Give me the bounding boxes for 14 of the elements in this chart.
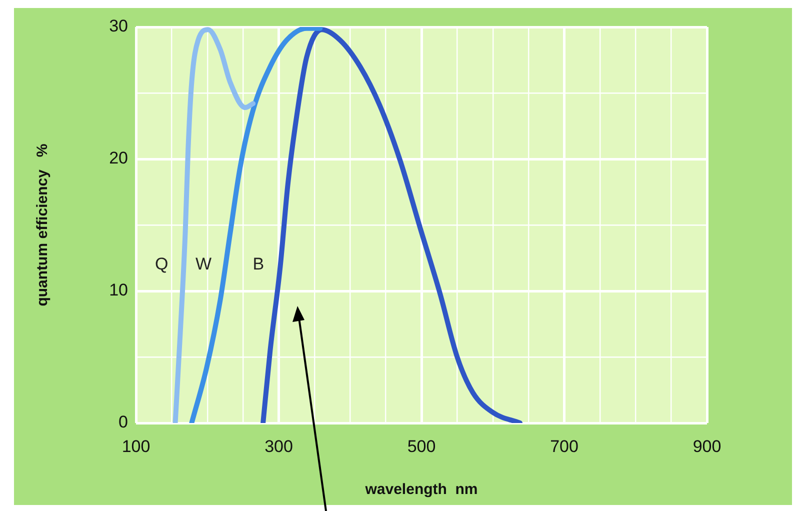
- y-tick-label: 30: [109, 16, 128, 36]
- y-axis-title: quantum efficiency %: [34, 144, 52, 306]
- series-label: Q: [155, 254, 168, 274]
- x-tick-label: 100: [122, 436, 150, 456]
- series-label: B: [252, 254, 264, 274]
- x-tick-label: 500: [407, 436, 436, 456]
- x-tick-label: 300: [264, 436, 293, 456]
- x-axis-title: wavelength nm: [364, 481, 478, 498]
- y-tick-label: 20: [109, 148, 128, 168]
- y-tick-label: 10: [109, 280, 128, 300]
- x-tick-label: 700: [550, 436, 578, 456]
- y-tick-label: 0: [118, 412, 128, 432]
- x-tick-label: 900: [692, 436, 722, 456]
- series-label: W: [195, 254, 212, 274]
